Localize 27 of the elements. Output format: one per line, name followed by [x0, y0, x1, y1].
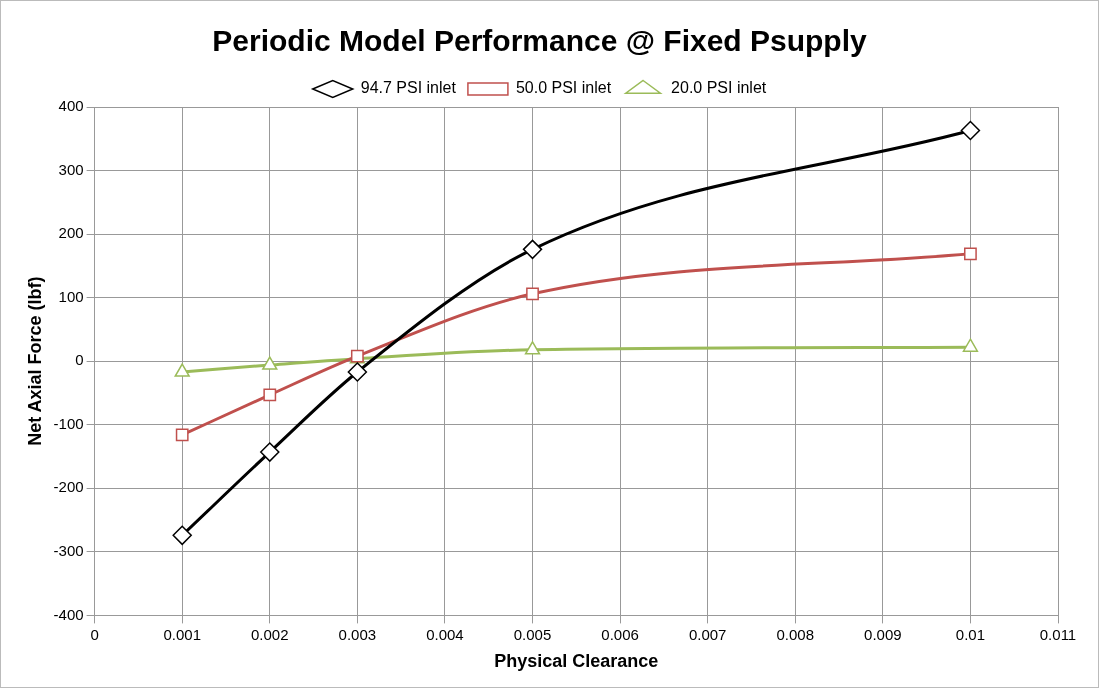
x-tick-label: 0.004 — [426, 625, 464, 643]
y-tick-label: -100 — [53, 414, 84, 432]
x-tick-label: 0.007 — [688, 625, 727, 643]
x-tick-label: 0.005 — [513, 625, 552, 643]
chart-title: Periodic Model Performance @ Fixed Psupply — [212, 24, 868, 58]
x-tick-label: 0.003 — [338, 625, 377, 643]
x-tick-label: 0.009 — [864, 625, 902, 643]
y-axis-title: Net Axial Force (lbf) — [24, 276, 45, 446]
y-tick-label: -400 — [53, 605, 84, 623]
legend-label: 50.0 PSI inlet — [515, 79, 612, 97]
y-tick-label: -300 — [53, 541, 84, 559]
x-tick-label: 0.011 — [1039, 625, 1077, 643]
y-tick-label: 300 — [58, 160, 84, 178]
x-tick-label: 0.008 — [776, 625, 815, 643]
x-tick-label: 0.002 — [251, 625, 289, 643]
y-tick-label: 400 — [58, 97, 84, 115]
y-tick-label: 100 — [58, 287, 84, 305]
y-tick-label: -200 — [53, 478, 84, 496]
legend-label: 20.0 PSI inlet — [671, 79, 767, 97]
x-tick-label: 0 — [90, 625, 99, 643]
y-tick-label: 200 — [58, 224, 84, 242]
x-tick-label: 0.001 — [163, 625, 201, 643]
x-tick-label: 0.006 — [601, 625, 639, 643]
x-tick-label: 0.01 — [955, 625, 986, 643]
y-tick-label: 0 — [75, 351, 84, 369]
x-axis-title: Physical Clearance — [494, 651, 659, 672]
legend-label: 94.7 PSI inlet — [360, 79, 457, 97]
